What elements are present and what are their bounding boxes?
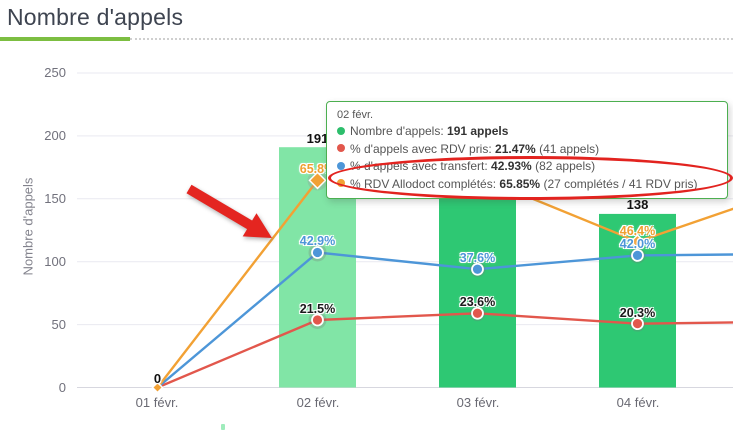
y-tick-250: 250 xyxy=(44,65,66,80)
tooltip-date: 02 févr. xyxy=(337,109,374,121)
marker-transfert-02 févr.[interactable] xyxy=(311,246,324,259)
marker-transfert-03 févr.[interactable] xyxy=(471,262,484,276)
tooltip-row-calls: Nombre d'appels: 191 appels xyxy=(337,123,717,141)
y-tick-50: 50 xyxy=(51,317,66,332)
x-label-02-fevr: 02 févr. xyxy=(296,395,340,410)
y-tick-0: 0 xyxy=(58,380,66,395)
title-underline xyxy=(0,37,130,41)
y-tick-200: 200 xyxy=(44,128,66,143)
green-dot-icon xyxy=(337,126,345,135)
red-ellipse-annotation xyxy=(328,156,733,200)
marker-rdv-pris-04 févr.[interactable] xyxy=(631,317,644,331)
marker-allodoct-completes-01 févr.[interactable] xyxy=(151,381,164,394)
page-title: Nombre d'appels xyxy=(7,4,184,30)
bar-03 févr.[interactable] xyxy=(439,192,516,388)
y-tick-100: 100 xyxy=(44,254,66,269)
marker-rdv-pris-03 févr.[interactable] xyxy=(471,306,484,320)
x-label-01-fevr: 01 févr. xyxy=(135,395,179,410)
title-dotted-divider xyxy=(130,38,733,40)
marker-allodoct-completes-04 févr.[interactable] xyxy=(629,234,646,250)
x-label-04-fevr: 04 févr. xyxy=(616,395,660,410)
legend-swatch-partial xyxy=(221,424,225,430)
marker-allodoct-completes-02 févr.[interactable] xyxy=(308,171,327,190)
marker-transfert-04 févr.[interactable] xyxy=(631,249,644,262)
marker-rdv-pris-02 févr.[interactable] xyxy=(311,313,324,327)
red-dot-icon xyxy=(337,144,345,153)
x-label-03-fevr: 03 févr. xyxy=(456,395,500,410)
y-tick-150: 150 xyxy=(44,191,66,206)
tooltip-row-rdv-pris: % d'appels avec RDV pris: 21.47% (41 app… xyxy=(337,141,717,159)
blue-dot-icon xyxy=(337,161,345,170)
